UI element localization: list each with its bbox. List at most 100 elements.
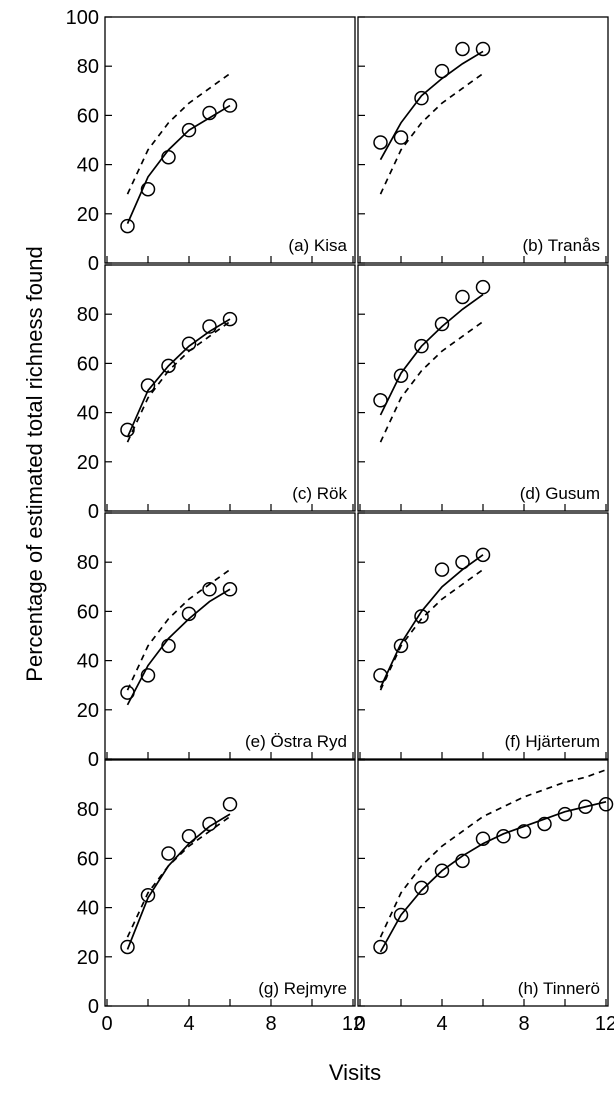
panel-label: (f) Hjärterum (505, 732, 600, 751)
data-point (140, 888, 156, 903)
panels-layer: (a) Kisa (b) Tranås (c) Rök (d) Gusum (e) Ös… (104, 16, 614, 1007)
y-tick-label: 60 (77, 105, 99, 127)
data-point (373, 939, 388, 955)
panel-label: (h) Tinnerö (518, 979, 600, 998)
data-point (455, 853, 470, 869)
y-tick-label: 80 (77, 552, 99, 574)
data-point (202, 816, 217, 832)
y-tick-label: 80 (77, 56, 99, 78)
fitted-curve (379, 554, 484, 689)
y-tick-label: 40 (77, 898, 99, 920)
data-point (496, 829, 511, 844)
data-point (222, 582, 238, 597)
panel-8: (h) Tinnerö (357, 759, 614, 1007)
data-point (516, 824, 532, 839)
data-point (202, 105, 217, 121)
y-tick-label: 20 (77, 700, 99, 722)
data-point (373, 668, 388, 683)
data-point (120, 422, 135, 438)
data-point (557, 806, 573, 822)
y-tick-label: 40 (77, 403, 99, 425)
data-point (120, 939, 135, 955)
panel-label: (e) Östra Ryd (245, 732, 347, 751)
y-tick-label: 0 (88, 253, 99, 275)
data-point (222, 311, 238, 327)
data-point (120, 685, 135, 700)
reference-curve (379, 568, 484, 691)
data-point (140, 378, 156, 393)
data-point (537, 816, 552, 832)
panel-6: (f) Hjärterum (357, 512, 609, 760)
x-tick-label: 0 (354, 1013, 365, 1035)
panel-frame (104, 512, 356, 760)
data-point (140, 181, 156, 197)
x-tick-label: 0 (101, 1013, 112, 1035)
fitted-curve (126, 813, 231, 950)
reference-curve (126, 72, 231, 195)
data-point (414, 338, 429, 354)
y-tick-label: 0 (88, 996, 99, 1018)
data-point (161, 358, 176, 374)
data-point (120, 218, 135, 234)
panel-2: (b) Tranås (357, 16, 609, 264)
reference-curve (379, 769, 607, 938)
y-tick-label: 80 (77, 304, 99, 326)
panel-label: (b) Tranås (523, 236, 600, 255)
data-point (455, 289, 470, 305)
x-tick-label: 4 (436, 1013, 447, 1035)
fitted-curve (379, 800, 607, 953)
y-tick-label: 60 (77, 601, 99, 623)
data-point (434, 316, 450, 332)
x-tick-label: 12 (342, 1013, 364, 1035)
data-point (222, 98, 238, 113)
data-point (393, 130, 409, 145)
x-axis-label: Visits (329, 1060, 381, 1085)
data-point (140, 668, 156, 683)
data-point (434, 562, 450, 577)
tick-labels-layer: 0204060801000204060800204060800204060800… (66, 7, 614, 1035)
fitted-curve (126, 318, 231, 438)
data-point (414, 880, 429, 896)
x-tick-label: 8 (265, 1013, 276, 1035)
panel-label: (g) Rejmyre (258, 979, 347, 998)
data-point (161, 149, 176, 165)
data-point (578, 799, 593, 814)
y-tick-label: 0 (88, 749, 99, 771)
panel-frame (357, 264, 609, 512)
x-tick-label: 12 (595, 1013, 614, 1035)
data-point (598, 797, 614, 812)
data-point (202, 582, 217, 597)
panel-label: (a) Kisa (288, 236, 347, 255)
data-point (455, 554, 470, 570)
y-tick-label: 40 (77, 155, 99, 177)
x-tick-label: 8 (518, 1013, 529, 1035)
y-tick-label: 20 (77, 452, 99, 474)
data-point (475, 41, 491, 57)
y-tick-label: 20 (77, 204, 99, 226)
fitted-curve (126, 104, 231, 224)
y-tick-label: 100 (66, 7, 99, 29)
data-point (475, 279, 491, 295)
fitted-curve (126, 588, 231, 706)
x-tick-label: 4 (183, 1013, 194, 1035)
panel-1: (a) Kisa (104, 16, 356, 264)
y-axis-label: Percentage of estimated total richness f… (22, 246, 47, 681)
data-point (373, 135, 388, 150)
panel-frame (357, 512, 609, 760)
data-point (181, 829, 197, 844)
data-point (434, 63, 450, 79)
y-tick-label: 60 (77, 353, 99, 375)
data-point (393, 368, 409, 383)
y-tick-label: 60 (77, 848, 99, 870)
data-point (414, 609, 429, 624)
data-point (393, 907, 409, 923)
y-tick-label: 20 (77, 947, 99, 969)
fitted-curve (379, 50, 484, 161)
data-point (222, 797, 238, 812)
data-point (181, 336, 197, 351)
data-point (181, 606, 197, 622)
panel-frame (104, 759, 356, 1007)
panel-frame (104, 16, 356, 264)
data-point (434, 863, 450, 878)
